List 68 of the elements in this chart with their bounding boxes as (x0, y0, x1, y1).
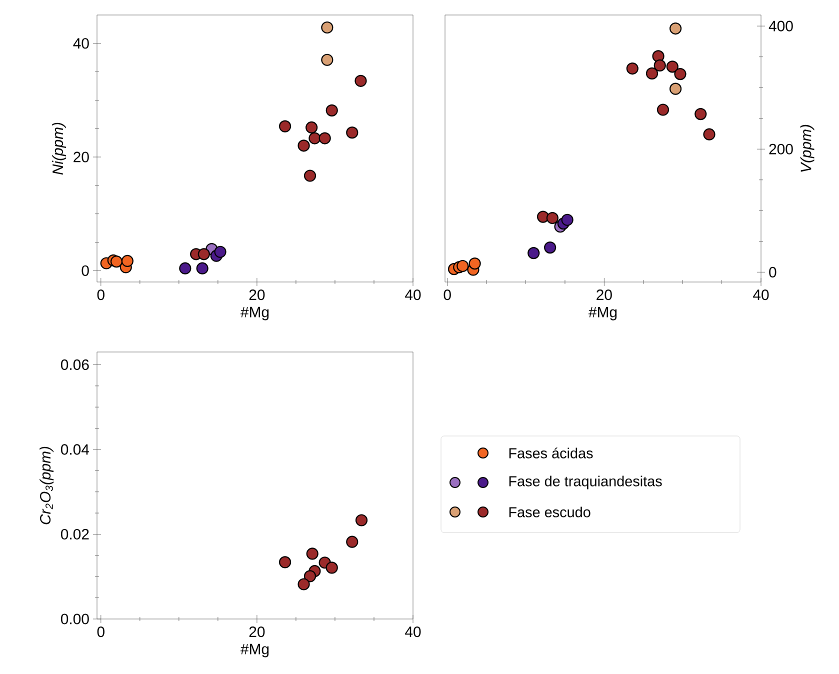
point (626, 62, 638, 75)
point (278, 120, 292, 132)
y-tick-label: 0 (82, 265, 89, 276)
point (646, 67, 658, 80)
x-axis-title: #Mg (240, 306, 269, 320)
point (304, 570, 316, 582)
point (456, 260, 469, 272)
y-tick-label: 400 (768, 20, 793, 32)
point (326, 104, 338, 116)
y-tick-label: 0 (769, 266, 776, 278)
point (654, 59, 666, 72)
legend-label: Fases ácidas (509, 448, 593, 458)
x-tick-label: 0 (97, 290, 104, 300)
point (666, 60, 678, 73)
x-tick-label: 0 (97, 626, 104, 638)
point (355, 514, 368, 526)
y-axis-title: Ni(ppm) (52, 122, 66, 175)
point (346, 536, 358, 548)
point (544, 241, 556, 254)
point (304, 170, 316, 182)
point (196, 262, 208, 274)
point (306, 121, 318, 134)
legend-label: Fase escudo (509, 506, 590, 518)
y-tick-label: 40 (73, 38, 89, 49)
point (354, 74, 367, 87)
point (278, 556, 292, 568)
text: Cr$_{2}$O$_{3}$(ppm) (40, 446, 54, 524)
point (214, 246, 226, 258)
point (669, 82, 682, 95)
y-tick-label: 0.02 (60, 528, 89, 540)
point (656, 104, 670, 116)
x-axis-title: #Mg (588, 306, 617, 320)
x-tick-label: 40 (405, 290, 421, 300)
point (298, 140, 310, 152)
point (198, 248, 210, 260)
point (321, 54, 334, 66)
y-tick-label: 0.06 (60, 359, 89, 370)
point (528, 247, 540, 260)
x-axis-title: #Mg (240, 644, 269, 658)
point (546, 212, 558, 224)
point (179, 262, 192, 274)
point (298, 578, 310, 590)
point (561, 214, 574, 226)
x-tick-label: 0 (444, 290, 451, 300)
x-tick-label: 40 (753, 290, 769, 300)
point (110, 255, 123, 268)
point (669, 22, 682, 35)
point (306, 548, 318, 560)
point (308, 132, 321, 144)
point (318, 132, 331, 144)
legend-label: Fase de traquiandesitas (509, 476, 662, 490)
point (326, 562, 338, 574)
y-tick-label: 0.04 (60, 444, 90, 455)
x-tick-label: 40 (405, 626, 421, 638)
x-tick-label: 20 (249, 626, 265, 638)
point (121, 254, 134, 268)
y-tick-label: 0.00 (60, 614, 89, 624)
point (694, 108, 707, 120)
point (346, 126, 358, 139)
point (468, 257, 481, 270)
point (703, 128, 716, 140)
y-tick-label: 20 (74, 152, 89, 162)
x-tick-label: 20 (596, 290, 612, 300)
y-tick-label: 200 (769, 144, 793, 154)
x-tick-label: 20 (249, 290, 265, 300)
y-axis-title: V(ppm) (800, 124, 814, 172)
point (674, 68, 686, 80)
point (321, 21, 334, 34)
